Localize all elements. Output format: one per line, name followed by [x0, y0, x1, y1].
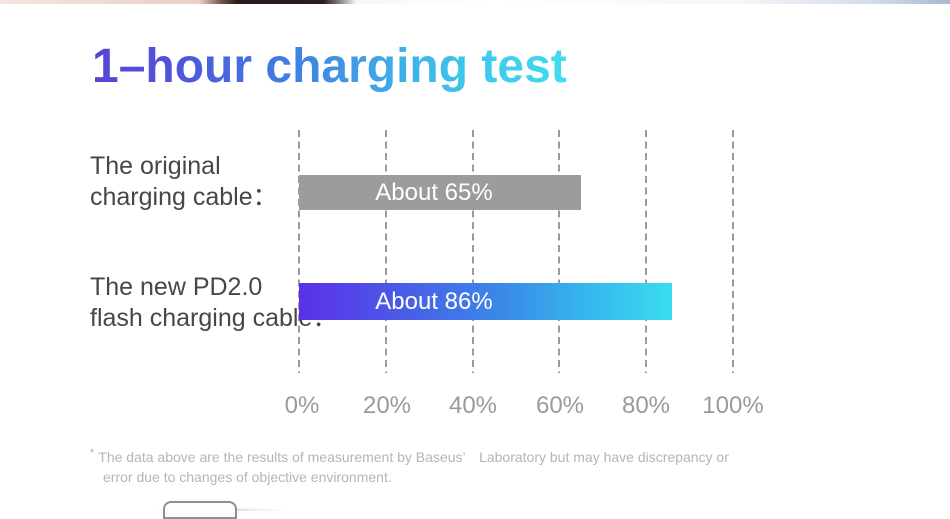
bar-pd20-cable: About 86% [299, 283, 672, 320]
gridline-80pct [645, 130, 647, 373]
disclaimer-text: The data above are the results of measur… [98, 449, 729, 465]
gridline-100pct [732, 130, 734, 373]
bar-original-cable: About 65% [299, 175, 581, 210]
category-label-line: The original [90, 152, 221, 180]
disclaimer-line-1: * The data above are the results of measu… [90, 443, 810, 467]
x-tick-0: 0% [284, 392, 320, 419]
category-label-line: flash charging cable： [90, 304, 338, 332]
x-tick-60: 60% [535, 392, 585, 419]
category-label-line: charging cable： [90, 183, 278, 211]
gridline-60pct [558, 130, 560, 373]
bottom-cropped-object-edge [163, 501, 237, 519]
disclaimer-line-2: error due to changes of objective enviro… [103, 469, 392, 485]
x-tick-40: 40% [448, 392, 498, 419]
gridline-20pct [385, 130, 387, 373]
bar-value-label-original: About 65% [375, 178, 493, 206]
gridline-40pct [472, 130, 474, 373]
category-label-line: The new PD2.0 [90, 273, 263, 301]
top-cropped-photo-edge [0, 0, 950, 4]
gridlines [0, 130, 950, 373]
category-label-pd20-cable: The new PD2.0 flash charging cable： [90, 272, 337, 334]
x-tick-80: 80% [621, 392, 671, 419]
footnote-asterisk: * [90, 447, 95, 459]
x-tick-100: 100% [702, 392, 764, 419]
x-tick-20: 20% [362, 392, 412, 419]
disclaimer-note: * The data above are the results of measu… [90, 443, 810, 487]
page-title: 1–hour charging test [92, 40, 567, 93]
gridline-0pct [298, 130, 300, 373]
category-label-original-cable: The original charging cable： [90, 151, 278, 213]
bar-value-label-pd20: About 86% [375, 287, 493, 315]
